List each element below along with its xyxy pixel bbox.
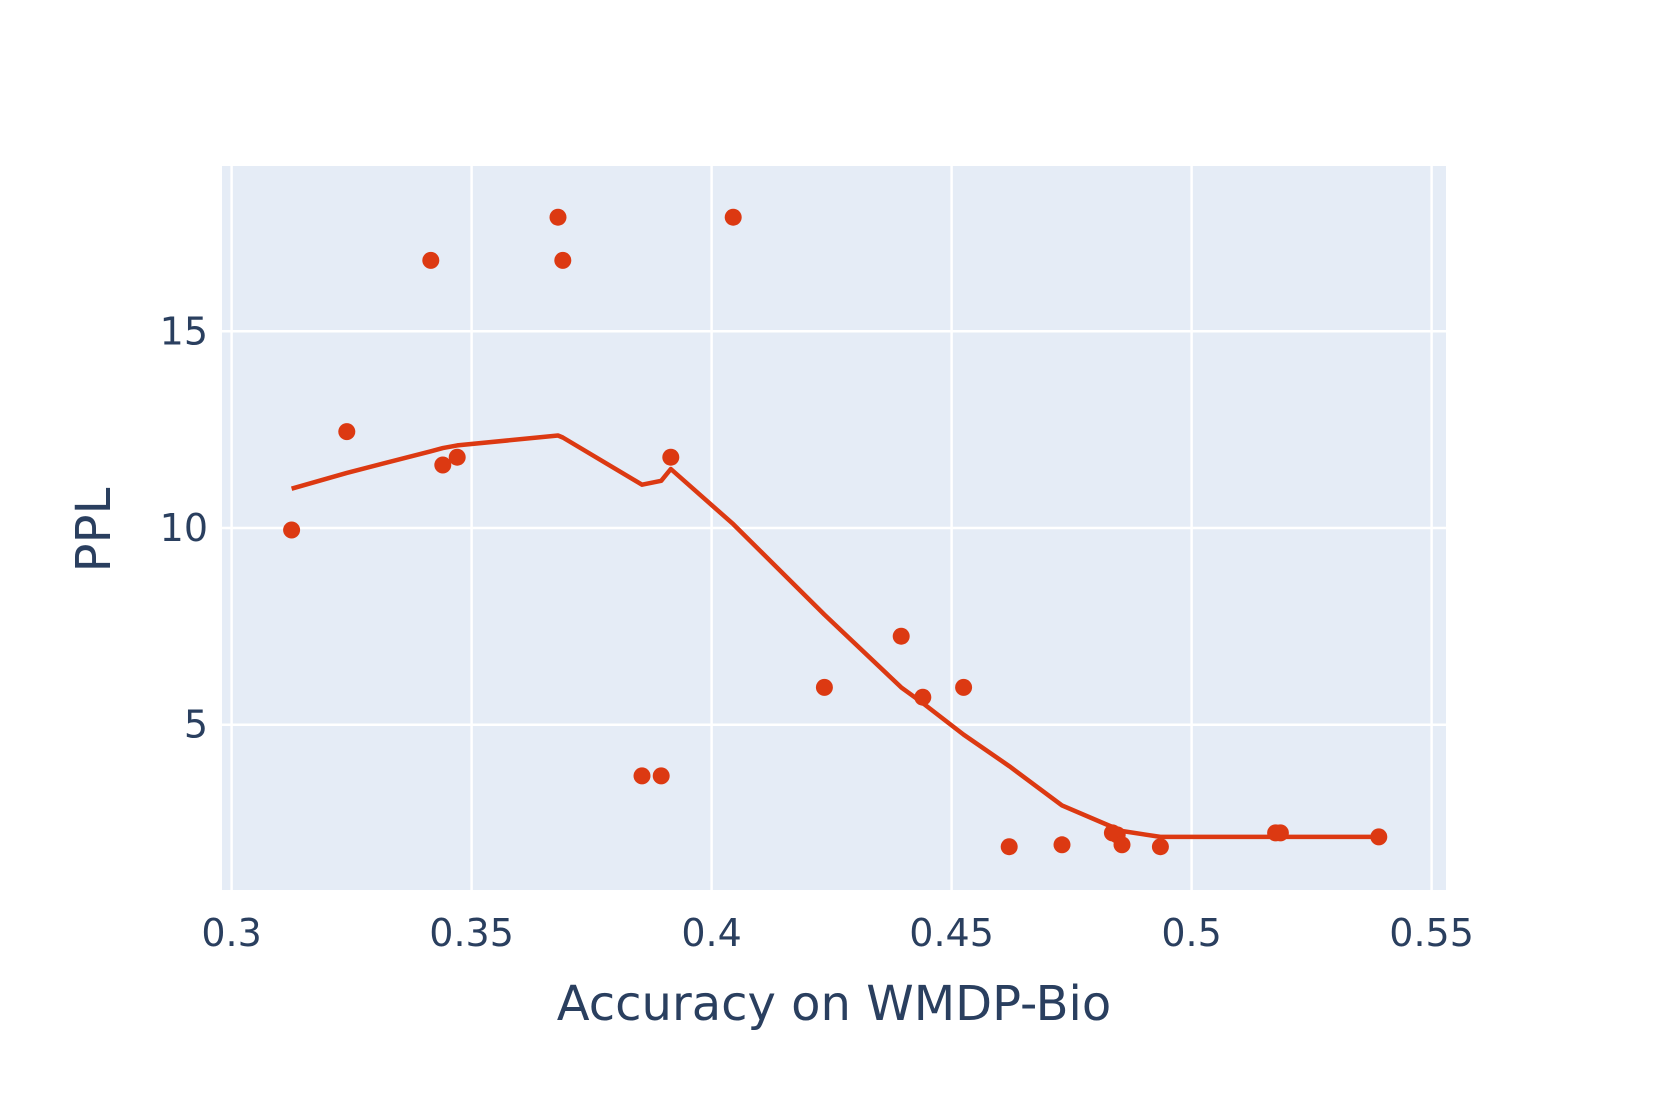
data-point	[652, 767, 670, 785]
data-point	[1271, 824, 1289, 842]
y-tick-label: 10	[160, 506, 208, 550]
data-point	[955, 678, 973, 696]
y-tick-label: 15	[160, 309, 208, 353]
data-point	[1151, 838, 1169, 856]
series-layer	[283, 208, 1388, 856]
data-point	[549, 208, 567, 226]
data-point	[422, 251, 440, 269]
data-point	[633, 767, 651, 785]
data-point	[283, 521, 301, 539]
x-tick-label: 0.3	[201, 911, 261, 955]
data-point	[815, 678, 833, 696]
data-point	[724, 208, 742, 226]
data-point	[1053, 836, 1071, 854]
data-point	[662, 448, 680, 466]
trend-line	[290, 433, 1379, 840]
x-tick-label: 0.55	[1389, 911, 1474, 955]
x-tick-label: 0.4	[681, 911, 741, 955]
data-point	[1113, 836, 1131, 854]
x-tick-label: 0.35	[429, 911, 514, 955]
data-point	[434, 456, 452, 474]
x-tick-labels: 0.3 0.35 0.4 0.45 0.5 0.55	[201, 911, 1474, 955]
data-point	[1000, 838, 1018, 856]
x-tick-label: 0.45	[909, 911, 994, 955]
data-point	[892, 627, 910, 645]
data-point	[448, 448, 466, 466]
y-axis-title: PPL	[66, 487, 122, 572]
data-point	[914, 688, 932, 706]
y-tick-labels: 5 10 15	[160, 309, 208, 746]
data-point	[1370, 828, 1388, 846]
y-gridlines	[222, 330, 1446, 726]
x-axis-title: Accuracy on WMDP-Bio	[557, 976, 1111, 1032]
x-tick-label: 0.5	[1161, 911, 1221, 955]
data-point	[554, 251, 572, 269]
data-point	[338, 423, 356, 441]
y-tick-label: 5	[184, 703, 208, 747]
